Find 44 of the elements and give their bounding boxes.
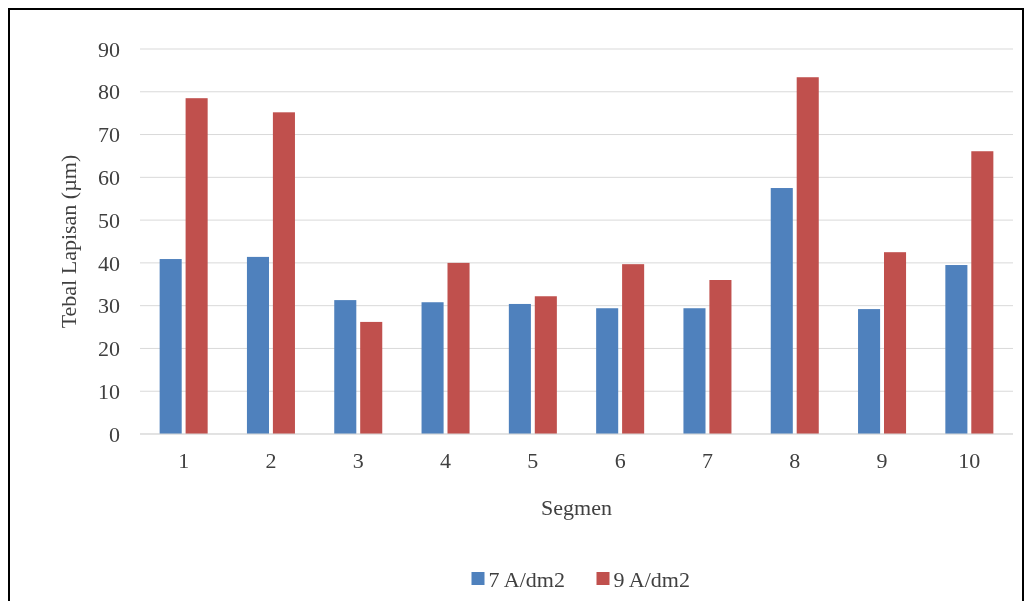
x-tick-label: 5: [527, 448, 539, 473]
bar: [709, 280, 732, 434]
y-tick-label: 40: [98, 250, 120, 276]
bar: [534, 296, 557, 434]
bar: [770, 188, 793, 434]
bar: [360, 321, 383, 434]
x-tick-label: 3: [352, 448, 364, 473]
bar: [884, 252, 907, 434]
y-tick-label: 90: [98, 36, 120, 62]
x-tick-label: 4: [440, 448, 452, 473]
y-tick-label: 20: [98, 336, 120, 362]
x-tick-label: 9: [876, 448, 888, 473]
bar: [508, 303, 531, 434]
y-tick-label: 0: [109, 421, 120, 447]
bar: [334, 300, 357, 434]
bar: [945, 265, 968, 434]
bar: [159, 259, 182, 434]
legend-label: 9 A/dm2: [613, 566, 690, 592]
x-tick-label: 8: [789, 448, 801, 473]
bar: [858, 309, 881, 434]
x-tick-label: 2: [265, 448, 277, 473]
x-axis-title: Segmen: [541, 495, 612, 520]
bar: [421, 302, 444, 434]
bar: [622, 264, 645, 434]
bar: [596, 308, 619, 434]
y-tick-label: 30: [98, 293, 120, 319]
bar: [796, 77, 819, 434]
x-tick-label: 6: [614, 448, 626, 473]
bar: [971, 151, 994, 434]
y-tick-label: 50: [98, 207, 120, 233]
y-tick-label: 60: [98, 165, 120, 191]
y-tick-label: 80: [98, 79, 120, 105]
y-tick-label: 10: [98, 378, 120, 404]
legend-label: 7 A/dm2: [488, 566, 565, 592]
bar: [447, 262, 470, 434]
y-tick-label: 70: [98, 122, 120, 148]
y-axis-title: Tebal Lapisan (µm): [56, 154, 81, 329]
x-tick-label: 1: [178, 448, 190, 473]
x-tick-label: 7: [701, 448, 713, 473]
bar: [272, 112, 295, 434]
bar: [246, 256, 269, 434]
bar: [683, 308, 706, 434]
bar: [185, 98, 208, 434]
x-tick-label: 10: [958, 448, 981, 473]
